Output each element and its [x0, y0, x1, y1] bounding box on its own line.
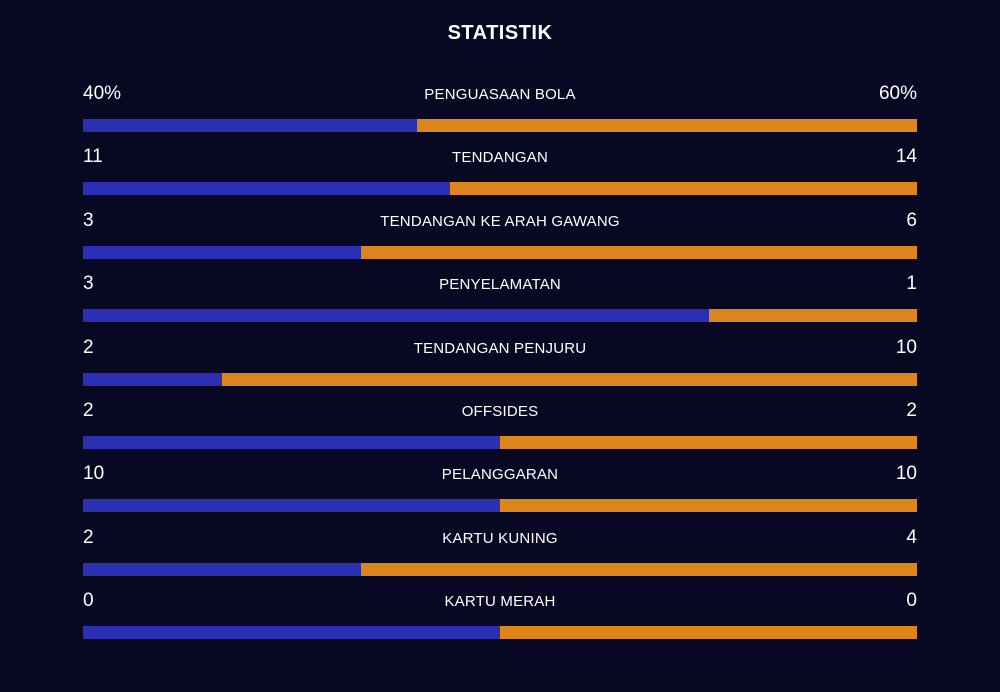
home-bar-fill: [83, 562, 361, 576]
comparison-bar: [83, 626, 917, 640]
stat-row-fouls: 10 PELANGGARAN 10: [83, 460, 917, 523]
home-bar-fill: [83, 372, 222, 386]
away-bar-fill: [709, 309, 917, 323]
away-value: 6: [906, 209, 917, 231]
home-bar-fill: [83, 309, 709, 323]
home-value: 2: [83, 336, 94, 358]
away-value: 60%: [878, 83, 917, 104]
home-bar-fill: [83, 499, 500, 513]
home-value: 2: [83, 526, 94, 548]
home-bar-fill: [83, 119, 417, 132]
comparison-bar: [83, 562, 917, 576]
away-value: 0: [906, 590, 917, 612]
stat-label: TENDANGAN KE ARAH GAWANG: [380, 212, 620, 230]
home-bar-fill: [83, 182, 450, 196]
stat-label: PELANGGARAN: [441, 466, 559, 484]
home-bar-fill: [83, 626, 500, 640]
stat-label: KARTU KUNING: [442, 529, 558, 547]
away-bar-fill: [417, 119, 917, 132]
stat-row-possession: 40% PENGUASAAN BOLA 60%: [83, 80, 917, 143]
away-bar-fill: [450, 182, 917, 196]
stat-row-yellow-cards: 2 KARTU KUNING 4: [83, 524, 917, 587]
stat-row-corners: 2 TENDANGAN PENJURU 10: [83, 334, 917, 397]
comparison-bar: [83, 245, 917, 259]
comparison-bar: [83, 372, 917, 386]
statistics-title: STATISTIK: [447, 22, 553, 44]
away-value: 14: [895, 146, 917, 168]
away-bar-fill: [500, 499, 917, 513]
away-value: 1: [906, 273, 917, 295]
home-value: 40%: [83, 83, 122, 104]
home-value: 2: [83, 399, 94, 421]
comparison-bar: [83, 309, 917, 323]
stat-row-shots-on-target: 3 TENDANGAN KE ARAH GAWANG 6: [83, 207, 917, 270]
home-value: 11: [83, 146, 103, 168]
comparison-bar: [83, 499, 917, 513]
away-bar-fill: [222, 372, 917, 386]
stat-label: TENDANGAN: [452, 149, 548, 167]
away-bar-fill: [361, 562, 917, 576]
stat-label: TENDANGAN PENJURU: [413, 339, 587, 357]
away-bar-fill: [500, 435, 917, 449]
stat-label: KARTU MERAH: [444, 593, 556, 611]
comparison-bar: [83, 182, 917, 196]
stat-label: OFFSIDES: [461, 402, 539, 420]
away-value: 2: [906, 399, 917, 421]
away-value: 10: [895, 336, 917, 358]
home-value: 0: [83, 590, 94, 612]
home-bar-fill: [83, 245, 361, 259]
home-value: 10: [83, 463, 105, 485]
home-value: 3: [83, 209, 94, 231]
stat-row-offsides: 2 OFFSIDES 2: [83, 397, 917, 460]
stat-row-shots: 11 TENDANGAN 14: [83, 143, 917, 206]
away-bar-fill: [361, 245, 917, 259]
comparison-bar: [83, 435, 917, 449]
away-value: 4: [906, 526, 917, 548]
away-value: 10: [895, 463, 917, 485]
comparison-bar: [83, 119, 917, 132]
stat-rows: 40% PENGUASAAN BOLA 60% 11 TENDANGAN 14 …: [83, 80, 917, 651]
stat-row-saves: 3 PENYELAMATAN 1: [83, 270, 917, 333]
home-value: 3: [83, 273, 94, 295]
away-bar-fill: [500, 626, 917, 640]
stat-row-red-cards: 0 KARTU MERAH 0: [83, 587, 917, 650]
home-bar-fill: [83, 435, 500, 449]
stat-label: PENGUASAAN BOLA: [424, 86, 576, 103]
stat-label: PENYELAMATAN: [439, 276, 561, 294]
